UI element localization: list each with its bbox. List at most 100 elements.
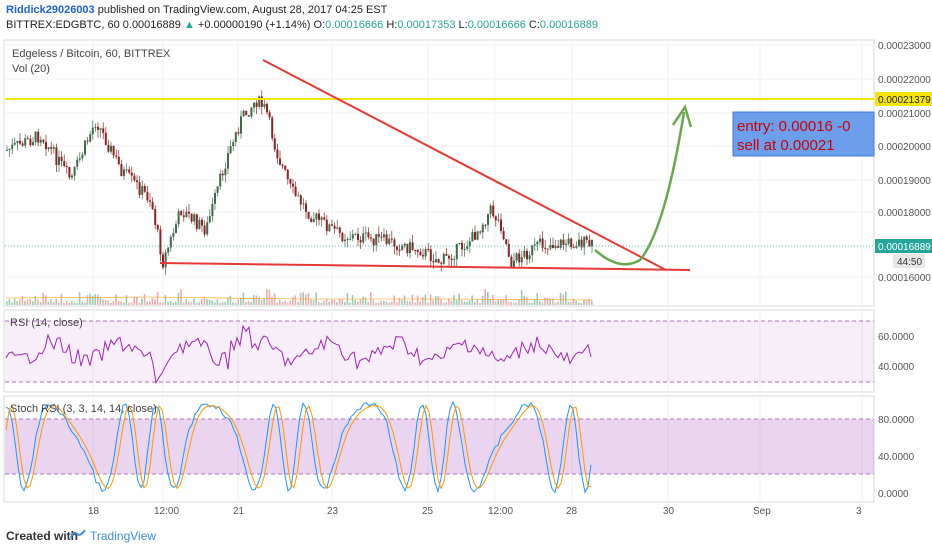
candle-body <box>107 144 110 152</box>
candle-body <box>302 203 305 205</box>
candle-body <box>128 169 131 173</box>
volume-bar <box>279 299 281 305</box>
candle-body <box>471 232 474 242</box>
candle-body <box>271 117 274 139</box>
stoch-d-line <box>5 404 592 490</box>
price-tick: 0.00020000 <box>878 142 931 153</box>
candle-body <box>580 239 583 248</box>
tradingview-brand-link[interactable]: TradingView <box>90 529 157 543</box>
time-tick: 21 <box>233 506 245 517</box>
candle-body <box>167 247 170 253</box>
volume-bar <box>398 297 401 305</box>
volume-bar <box>492 294 494 305</box>
volume-bar <box>341 299 343 305</box>
volume-bar <box>297 301 299 305</box>
candle-body <box>169 236 172 248</box>
volume-bar <box>515 302 518 305</box>
candle-body <box>476 231 479 240</box>
candle-body <box>185 211 188 218</box>
candle-body <box>182 215 185 218</box>
price-axis[interactable]: 0.00023000 0.00022000 0.00021000 0.00020… <box>878 41 931 284</box>
up-arrow-icon: ▲ <box>183 19 195 31</box>
bar-countdown: 44:50 <box>897 257 922 268</box>
volume-bar <box>162 302 164 305</box>
volume-bar <box>445 302 447 305</box>
candle-body <box>541 238 544 248</box>
symbol-title: Edgeless / Bitcoin, 60, BITTREX <box>12 48 171 60</box>
candle-body <box>336 227 339 229</box>
volume-bar <box>26 299 29 305</box>
volume-bar <box>151 297 154 305</box>
volume-bar <box>591 300 593 305</box>
volume-bar <box>71 301 73 305</box>
candle-body <box>229 146 232 154</box>
candle-body <box>250 107 253 117</box>
volume-bar <box>133 297 135 305</box>
volume-bar <box>97 294 99 305</box>
volume-bar <box>578 302 580 305</box>
stoch-pane[interactable] <box>3 395 875 503</box>
candle-body <box>403 243 406 246</box>
volume-bar <box>211 300 213 305</box>
volume-bar <box>544 297 546 305</box>
candle-body <box>297 195 300 197</box>
candle-body <box>242 110 245 117</box>
support-trendline[interactable] <box>159 262 691 271</box>
candle-body <box>34 131 37 143</box>
candle-body <box>164 252 167 268</box>
price-tick: 0.00022000 <box>878 75 931 86</box>
candle-body <box>453 259 456 261</box>
volume-bar <box>73 302 76 305</box>
volume-bar <box>221 301 224 305</box>
time-axis[interactable]: 18 12:00 21 23 25 12:00 28 30 Sep 3 <box>88 506 862 517</box>
candle-body <box>13 142 16 145</box>
candle-body <box>201 219 203 226</box>
price-change: +0.00000190 (+1.14%) <box>197 19 311 31</box>
volume-bar <box>305 294 307 305</box>
candle-body <box>258 96 261 107</box>
chart-header: Riddick29026003 published on TradingView… <box>0 0 932 36</box>
candle-body <box>528 255 531 260</box>
candle-body <box>255 102 258 107</box>
price-tick: 0.00018000 <box>878 208 931 219</box>
candle-body <box>162 254 164 268</box>
volume-bar <box>507 302 510 305</box>
volume-bar <box>11 302 13 305</box>
volume-bar <box>427 302 429 305</box>
candle-body <box>422 255 424 257</box>
rsi-pane[interactable] <box>3 309 875 393</box>
candle-body <box>572 247 575 249</box>
volume-bar <box>318 301 320 305</box>
projection-arrow[interactable] <box>594 111 686 266</box>
candle-body <box>370 237 372 239</box>
candle-body <box>494 216 497 221</box>
volume-bar <box>302 292 304 305</box>
chart-canvas[interactable]: entry: 0.00016 -0 sell at 0.00021 Edgele… <box>0 36 932 524</box>
volume-bar <box>107 301 109 305</box>
volume-bar <box>125 295 128 305</box>
open-value: 0.00016666 <box>325 19 384 31</box>
candle-body <box>557 245 560 248</box>
trade-note-box[interactable] <box>732 111 875 157</box>
volume-bar <box>117 300 120 305</box>
volume-bar <box>123 302 125 305</box>
volume-bar <box>333 299 336 305</box>
author-link[interactable]: Riddick29026003 <box>6 4 95 16</box>
candle-body <box>526 250 528 260</box>
stoch-tick: 80.0000 <box>878 415 915 426</box>
volume-bar <box>188 301 190 305</box>
volume-bar <box>385 301 388 305</box>
volume-bar <box>494 301 497 305</box>
volume-bar <box>208 299 211 305</box>
volume-bar <box>523 295 525 305</box>
candle-body <box>19 140 21 144</box>
candle-body <box>567 238 570 244</box>
volume-bar <box>533 298 536 305</box>
candle-body <box>305 203 307 212</box>
note-entry-text: entry: 0.00016 -0 <box>737 118 850 135</box>
volume-bar <box>198 302 200 305</box>
volume-bar <box>201 299 203 305</box>
descending-trendline[interactable] <box>262 59 667 271</box>
volume-bar <box>55 298 57 305</box>
candle-body <box>349 238 352 240</box>
